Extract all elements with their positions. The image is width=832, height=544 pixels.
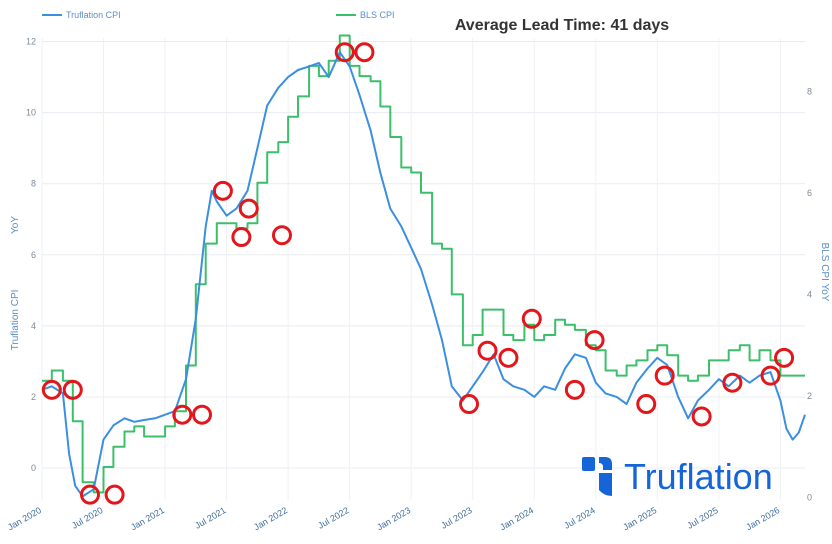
- annotation-circle: [691, 406, 712, 427]
- legend-item-truflation[interactable]: Truflation CPI: [42, 10, 121, 20]
- x-tick-label: Jul 2020: [70, 505, 104, 531]
- annotation-circle: [172, 404, 193, 425]
- series-layer: [41, 34, 806, 498]
- right-tick-label: 6: [807, 188, 812, 198]
- annotation-circle: [521, 308, 542, 329]
- left-axis-title: Truflation CPI: [10, 290, 21, 351]
- x-tick-label: Jul 2022: [316, 505, 350, 531]
- series-line-truflation-cpi[interactable]: [41, 51, 806, 498]
- annotation-circle: [760, 365, 781, 386]
- annotation-layer: [41, 42, 795, 505]
- brand-name: Truflation: [624, 456, 773, 497]
- legend-label-bls: BLS CPI: [360, 10, 395, 20]
- left-axis-ticks: 0 2 4 6 8 10 12: [26, 37, 36, 473]
- left-tick-label: 4: [31, 321, 36, 331]
- annotation-circle: [636, 394, 657, 415]
- x-tick-label: Jan 2021: [129, 505, 166, 532]
- annotation-circle: [334, 42, 355, 63]
- left-axis-tag: YoY: [10, 216, 21, 234]
- annotation-circle: [654, 365, 675, 386]
- x-tick-label: Jan 2024: [498, 505, 535, 532]
- x-tick-label: Jan 2023: [375, 505, 412, 532]
- chart-title: Average Lead Time: 41 days: [455, 17, 669, 34]
- left-tick-label: 2: [31, 392, 36, 402]
- left-tick-label: 6: [31, 250, 36, 260]
- annotation-circle: [191, 404, 212, 425]
- x-axis-ticks: Jan 2020 Jul 2020 Jan 2021 Jul 2021 Jan 2022…: [6, 505, 781, 532]
- right-axis-ticks: 0 2 4 6 8: [807, 86, 812, 502]
- left-tick-label: 12: [26, 37, 36, 47]
- right-tick-label: 8: [807, 86, 812, 96]
- x-tick-label: Jul 2025: [685, 505, 719, 531]
- annotation-circle: [271, 225, 292, 246]
- legend-label-truflation: Truflation CPI: [66, 10, 121, 20]
- left-tick-label: 10: [26, 108, 36, 118]
- annotation-circle: [231, 227, 252, 248]
- annotation-circle: [477, 340, 498, 361]
- annotation-circle: [459, 394, 480, 415]
- left-tick-label: 0: [31, 463, 36, 473]
- annotation-circle: [584, 330, 605, 351]
- annotation-circle: [104, 484, 125, 505]
- legend-item-bls[interactable]: BLS CPI: [336, 10, 395, 20]
- annotation-circle: [79, 484, 100, 505]
- x-tick-label: Jan 2022: [252, 505, 289, 532]
- left-tick-label: 8: [31, 179, 36, 189]
- annotation-circle: [62, 379, 83, 400]
- annotation-circle: [354, 42, 375, 63]
- right-axis-title: BLS CPI YoY: [819, 243, 830, 302]
- x-tick-label: Jan 2026: [744, 505, 781, 532]
- truflation-logo: Truflation: [582, 456, 773, 497]
- annotation-circle: [722, 372, 743, 393]
- x-tick-label: Jul 2023: [439, 505, 473, 531]
- annotation-circle: [498, 347, 519, 368]
- right-tick-label: 2: [807, 391, 812, 401]
- annotation-circle: [41, 379, 62, 400]
- x-tick-label: Jan 2020: [6, 505, 43, 532]
- right-tick-label: 0: [807, 492, 812, 502]
- annotation-circle: [238, 198, 259, 219]
- annotation-circle: [212, 180, 233, 201]
- annotation-circle: [564, 379, 585, 400]
- legend: Truflation CPI BLS CPI: [42, 10, 395, 20]
- x-tick-label: Jul 2024: [562, 505, 596, 531]
- x-tick-label: Jul 2021: [193, 505, 227, 531]
- truflation-logo-icon: [582, 457, 612, 496]
- x-tick-label: Jan 2025: [621, 505, 658, 532]
- annotation-circle: [774, 347, 795, 368]
- grid: [41, 38, 805, 500]
- series-line-bls-cpi[interactable]: [42, 34, 805, 494]
- right-tick-label: 4: [807, 289, 812, 299]
